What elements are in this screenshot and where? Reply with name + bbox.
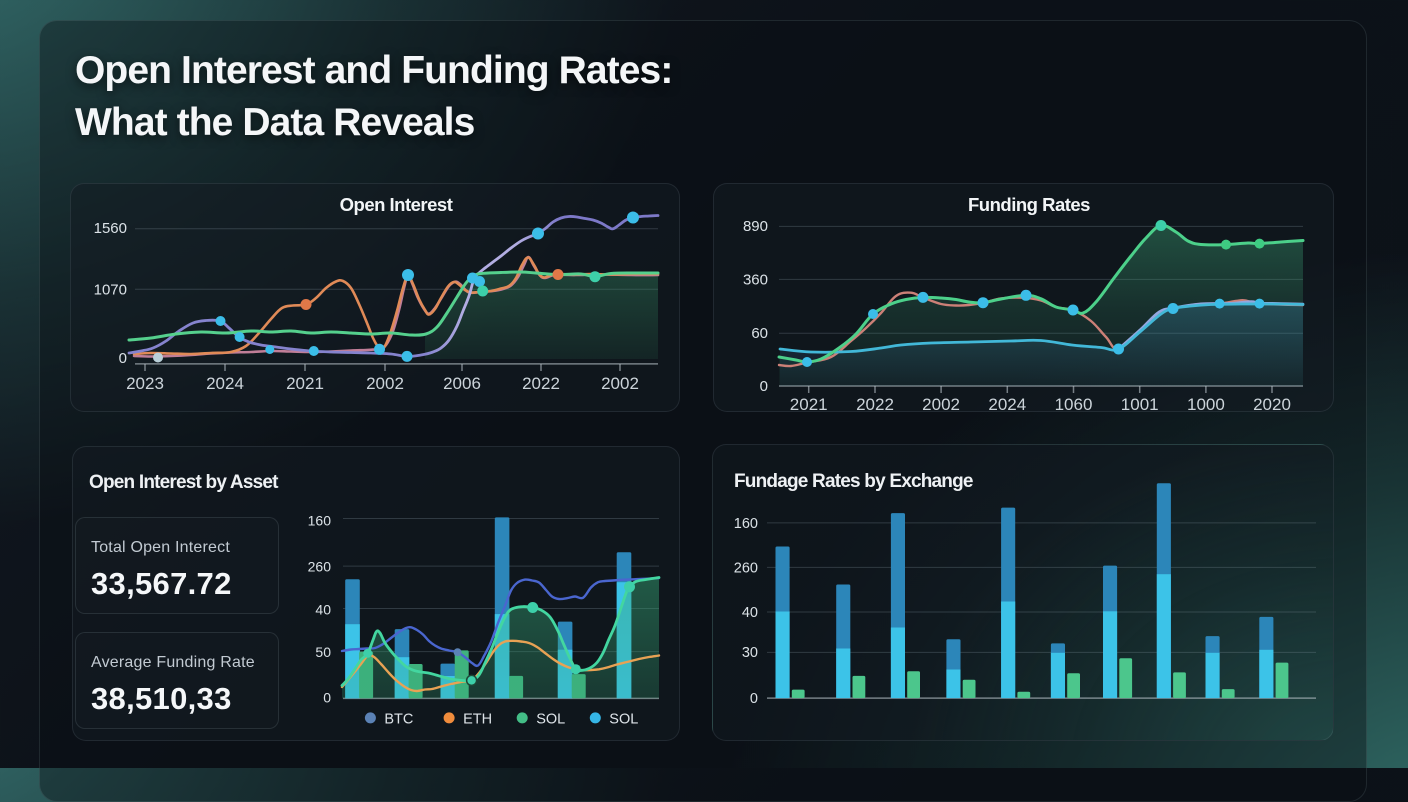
svg-text:40: 40 bbox=[315, 602, 331, 618]
svg-text:2022: 2022 bbox=[522, 374, 560, 393]
svg-text:40: 40 bbox=[742, 605, 758, 621]
svg-text:160: 160 bbox=[734, 516, 758, 532]
svg-text:2002: 2002 bbox=[922, 395, 960, 413]
svg-text:2022: 2022 bbox=[856, 395, 894, 413]
svg-text:260: 260 bbox=[734, 561, 758, 577]
svg-text:360: 360 bbox=[743, 272, 768, 289]
svg-text:1560: 1560 bbox=[94, 220, 127, 237]
svg-text:2020: 2020 bbox=[1253, 395, 1291, 413]
svg-text:2002: 2002 bbox=[366, 374, 404, 393]
svg-text:0: 0 bbox=[760, 378, 768, 395]
svg-text:2024: 2024 bbox=[988, 395, 1026, 413]
svg-text:Open Interest: Open Interest bbox=[340, 194, 453, 215]
svg-text:2021: 2021 bbox=[286, 374, 324, 393]
svg-text:160: 160 bbox=[308, 513, 332, 529]
svg-text:0: 0 bbox=[750, 691, 758, 707]
svg-text:1060: 1060 bbox=[1055, 395, 1093, 413]
svg-text:260: 260 bbox=[308, 559, 332, 575]
svg-text:30: 30 bbox=[742, 645, 758, 661]
svg-text:2023: 2023 bbox=[126, 374, 164, 393]
svg-text:1000: 1000 bbox=[1187, 395, 1225, 413]
svg-text:2021: 2021 bbox=[790, 395, 828, 413]
svg-text:890: 890 bbox=[743, 218, 768, 235]
svg-text:BTC: BTC bbox=[384, 711, 413, 727]
svg-text:60: 60 bbox=[751, 325, 768, 342]
svg-text:1001: 1001 bbox=[1121, 395, 1159, 413]
svg-text:0: 0 bbox=[119, 350, 127, 367]
svg-text:ETH: ETH bbox=[463, 711, 492, 727]
svg-text:1070: 1070 bbox=[94, 282, 127, 299]
svg-text:2006: 2006 bbox=[443, 374, 481, 393]
svg-text:2002: 2002 bbox=[601, 374, 639, 393]
svg-text:50: 50 bbox=[315, 644, 331, 660]
svg-text:0: 0 bbox=[323, 690, 331, 706]
svg-text:SOL: SOL bbox=[609, 711, 638, 727]
svg-text:SOL: SOL bbox=[536, 711, 565, 727]
svg-text:Funding Rates: Funding Rates bbox=[968, 194, 1090, 215]
svg-text:2024: 2024 bbox=[206, 374, 244, 393]
